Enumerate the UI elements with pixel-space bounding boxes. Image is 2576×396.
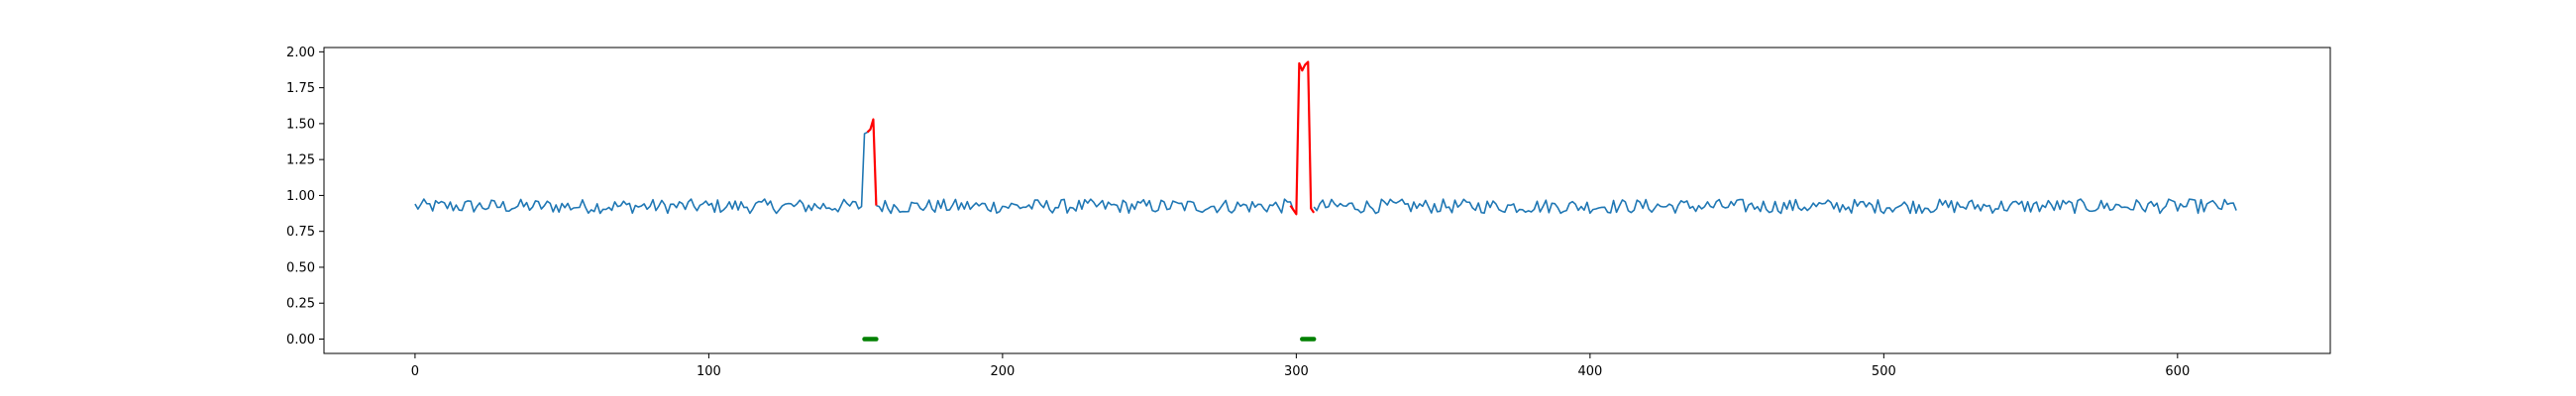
y-tick-label: 1.50 [286,117,315,132]
x-axis: 0 100 200 300 400 500 600 [411,353,2190,379]
y-tick-label: 0.00 [286,333,315,347]
y-tick-label: 0.25 [286,297,315,312]
series-line-signal [1313,198,2237,215]
x-tick-label: 500 [1872,364,1896,379]
x-tick-label: 200 [990,364,1015,379]
x-tick-label: 0 [411,364,419,379]
y-tick-label: 0.75 [286,225,315,240]
y-tick-label: 1.75 [286,81,315,96]
x-tick-label: 100 [697,364,721,379]
series-line-signal [414,129,872,215]
y-axis: 0.00 0.25 0.50 0.75 1.00 1.25 1.50 1.75 2.00 [286,46,324,347]
series-line-signal [876,198,1297,215]
y-tick-label: 2.00 [286,46,315,60]
x-tick-label: 400 [1577,364,1602,379]
y-tick-label: 1.25 [286,153,315,168]
x-tick-label: 300 [1284,364,1309,379]
series-line-anomaly [866,118,878,206]
x-tick-label: 600 [2165,364,2190,379]
plot-area [414,60,2237,342]
series-line-anomaly [1289,60,1316,216]
axes-frame [323,47,2331,354]
y-tick-label: 0.50 [286,260,315,275]
y-tick-label: 1.00 [286,189,315,204]
